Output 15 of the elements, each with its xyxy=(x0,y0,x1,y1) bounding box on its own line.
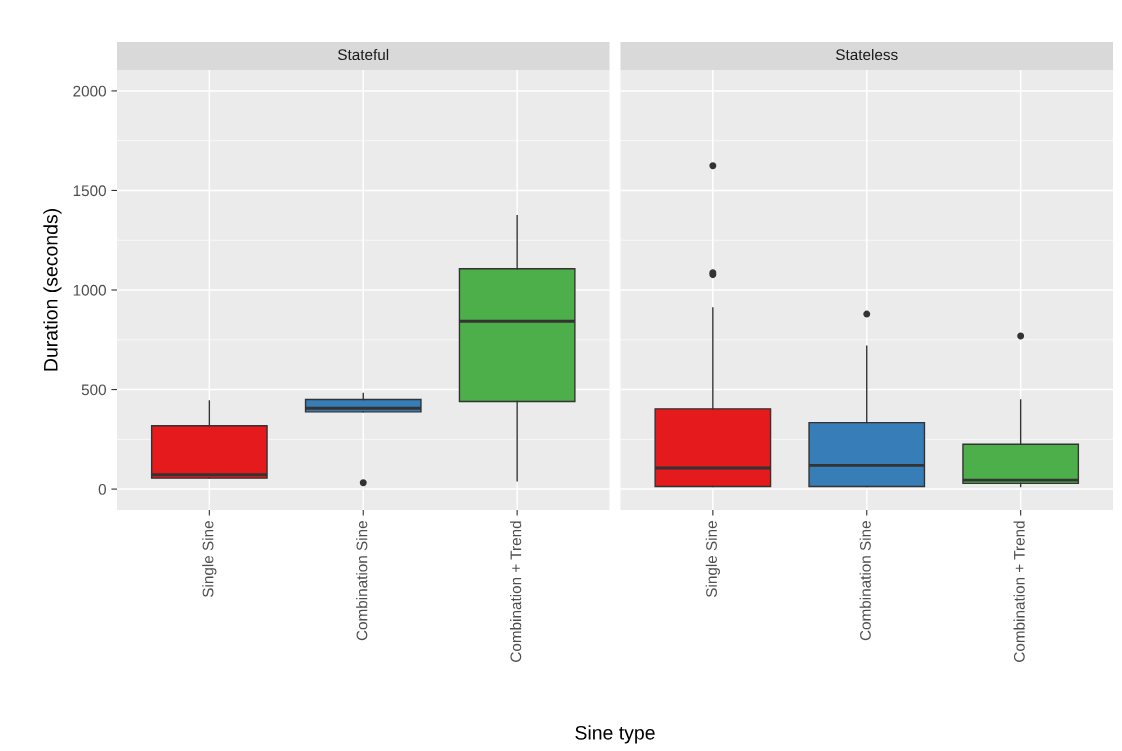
x-tick-label: Combination + Trend xyxy=(510,521,522,662)
y-tick-label: 500 xyxy=(81,384,106,396)
chart-title: Stateless xyxy=(836,48,898,61)
x-tick-label: Combination Sine xyxy=(859,521,871,641)
x-axis-title: Sine type xyxy=(575,725,655,744)
y-tick-label: 1500 xyxy=(73,185,106,197)
x-tick-label: Single Sine xyxy=(202,521,217,598)
chart-title: Stateful xyxy=(338,48,389,61)
y-axis-title: Duration (seconds) xyxy=(43,209,62,371)
x-tick-label: Single Sine xyxy=(705,521,720,598)
x-tick-label: Combination + Trend xyxy=(1013,521,1025,662)
y-tick-label: 1000 xyxy=(73,284,106,296)
x-tick-label: Combination Sine xyxy=(356,521,368,641)
y-tick-label: 2000 xyxy=(73,85,106,97)
y-tick-label: 0 xyxy=(98,483,106,495)
